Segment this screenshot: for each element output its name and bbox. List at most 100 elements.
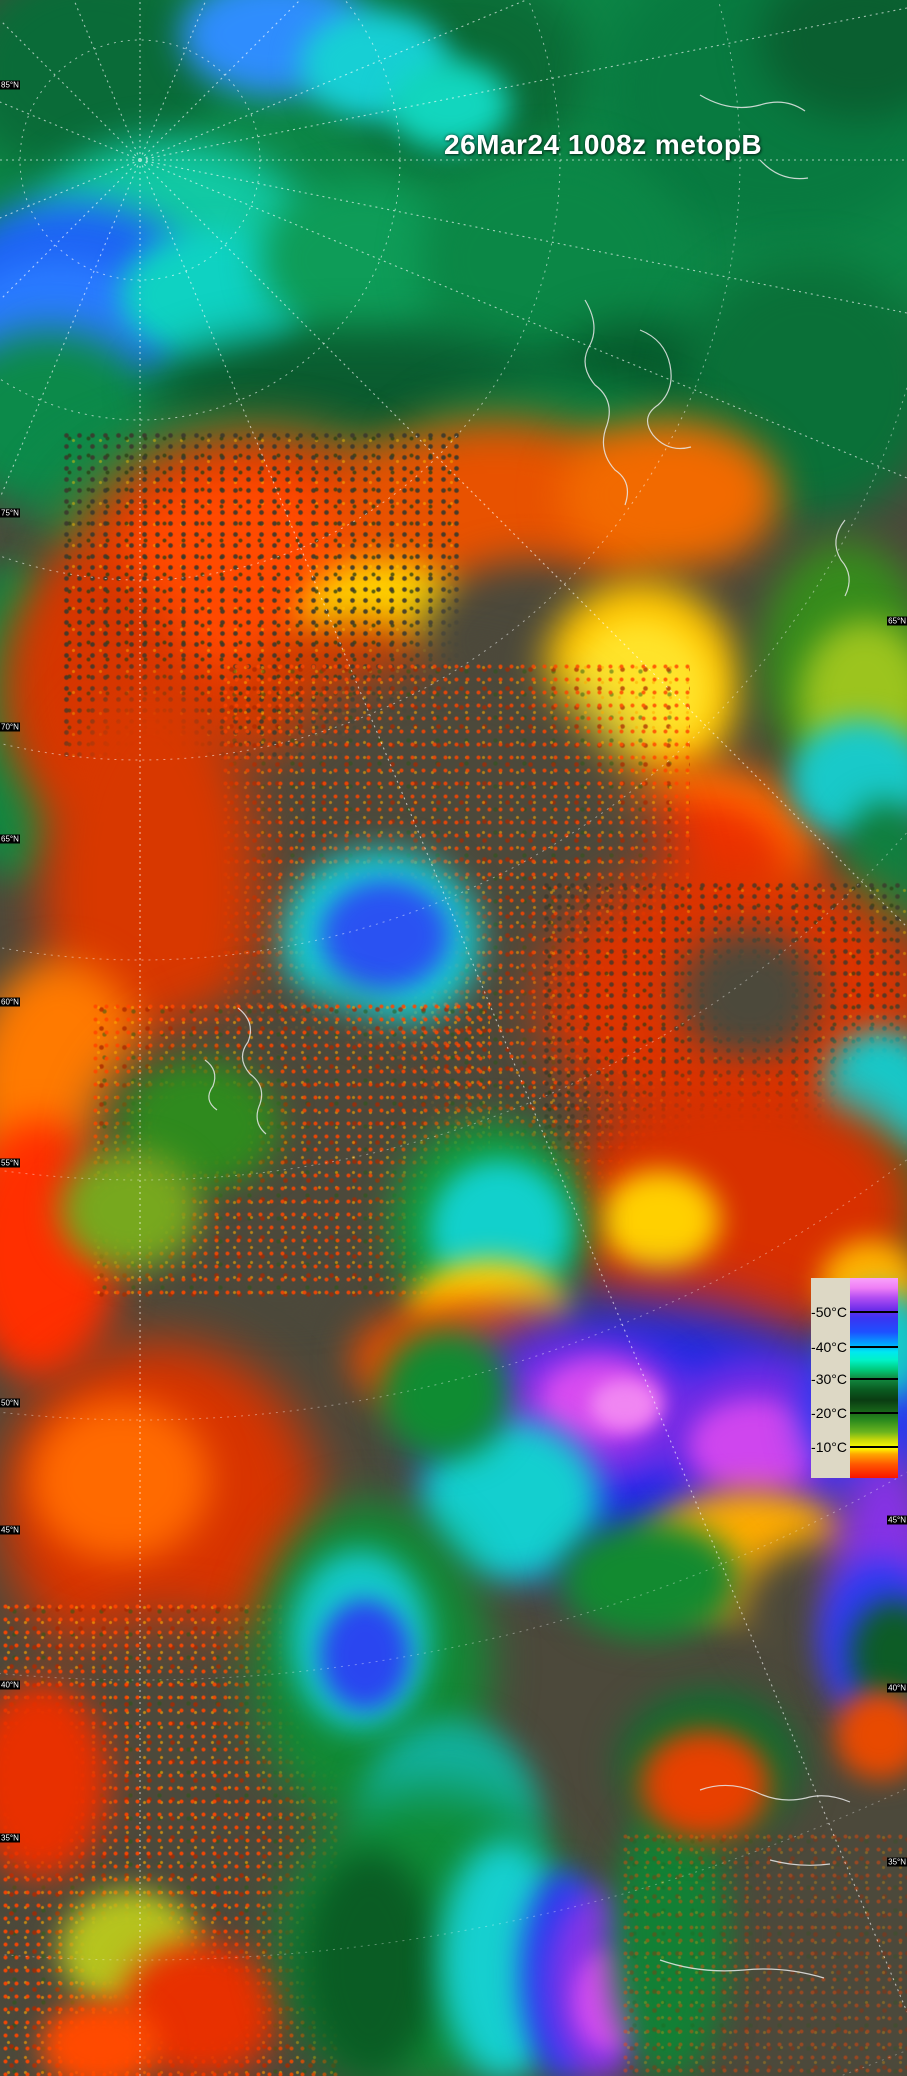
ir-cloud-region: [0, 1680, 110, 1880]
legend-tick: [850, 1311, 898, 1313]
ir-cloud-region: [820, 1560, 907, 1720]
ir-cloud-region: [610, 1800, 730, 2076]
ir-cloud-region: [0, 1620, 340, 2076]
ir-cloud-region: [350, 1300, 590, 1420]
ir-cloud-region: [420, 1420, 600, 1580]
ir-cloud-region: [640, 1490, 860, 1620]
ir-cloud-region: [640, 1730, 770, 1840]
ir-cloud-region: [590, 1380, 660, 1430]
ir-cloud-region: [120, 1940, 280, 2076]
ir-cloud-region: [520, 320, 760, 540]
ir-cloud-region: [260, 180, 460, 340]
ir-speckle-texture: [0, 1600, 340, 2076]
ir-cloud-region: [320, 1600, 410, 1710]
ir-cloud-region: [150, 330, 570, 450]
ir-cloud-region: [575, 1950, 645, 2050]
image-title: 26Mar24 1008z metopB: [444, 129, 763, 160]
ir-cloud-region: [760, 0, 907, 120]
ir-cloud-region: [0, 0, 907, 480]
ir-cloud-region: [430, 1300, 860, 1580]
ir-cloud-region: [820, 1030, 907, 1170]
ir-cloud-region: [560, 420, 780, 570]
graticule-label: 35°N: [0, 1833, 20, 1843]
ir-cloud-region: [600, 0, 907, 240]
coastlines: [204, 94, 851, 1979]
graticule-label: 65°N: [887, 616, 907, 626]
ir-cloud-region: [220, 660, 680, 1220]
ir-cloud-region: [420, 560, 640, 720]
ir-cloud-region: [0, 0, 220, 180]
legend-label: -10°C: [811, 1439, 847, 1455]
ir-cloud-region: [560, 760, 820, 940]
ir-cloud-region: [40, 420, 420, 600]
ir-cloud-region: [680, 260, 907, 520]
ir-cloud-region: [120, 470, 380, 670]
ir-cloud-region: [840, 800, 907, 940]
legend-tick: [850, 1446, 898, 1448]
ir-cloud-region: [0, 200, 200, 390]
ir-cloud-region: [280, 850, 480, 1030]
graticule-label: 60°N: [0, 997, 20, 1007]
ir-cloud-region: [600, 1170, 720, 1270]
ir-cloud-region: [390, 1120, 590, 1330]
graticule-label: 55°N: [0, 1158, 20, 1168]
ir-cloud-region: [0, 1340, 320, 1680]
ir-cloud-region: [300, 10, 450, 120]
legend-tick: [850, 1412, 898, 1414]
ir-cloud-region: [250, 1500, 490, 1830]
legend-label: -40°C: [811, 1339, 847, 1355]
ir-cloud-region: [520, 1870, 610, 2076]
ir-cloud-region: [680, 930, 820, 1060]
legend-label: -50°C: [811, 1304, 847, 1320]
ir-cloud-region: [420, 150, 680, 370]
ir-cloud-region: [60, 1150, 200, 1270]
ir-cloud-region: [550, 1890, 650, 2076]
ir-cloud-region: [20, 140, 320, 370]
ir-cloud-region: [490, 1340, 690, 1480]
ir-cloud-region: [440, 1840, 570, 2076]
ir-cloud-region: [690, 1400, 820, 1490]
ir-cloud-region: [360, 1720, 540, 1920]
ir-cloud-region: [600, 800, 780, 920]
ir-speckle-texture: [620, 1830, 907, 2076]
graticule-label: 45°N: [0, 1525, 20, 1535]
ir-speckle-texture: [220, 660, 690, 1220]
legend-gradient: [850, 1278, 898, 1478]
graticule-label: 50°N: [0, 1398, 20, 1408]
legend-label-panel: -50°C -40°C -30°C -20°C -10°C: [811, 1278, 850, 1478]
graticule-label: 40°N: [0, 1680, 20, 1690]
ir-cloud-region: [760, 1130, 907, 1280]
graticule-label: 45°N: [887, 1515, 907, 1525]
ir-cloud-region: [0, 560, 80, 880]
ir-cloud-region: [620, 1690, 800, 1840]
ir-cloud-region: [540, 580, 740, 790]
ir-cloud-region: [760, 540, 907, 780]
ir-cloud-region: [40, 680, 260, 1100]
ir-cloud-region: [560, 1520, 740, 1640]
ir-cloud-region: [0, 330, 160, 510]
ir-cloud-region: [430, 1160, 570, 1300]
ir-cloud-region: [300, 1850, 440, 2076]
ir-cloud-region: [740, 1540, 907, 1680]
ir-cloud-region: [410, 1260, 570, 1360]
ir-cloud-region: [320, 880, 450, 990]
ir-speckle-texture: [60, 430, 460, 760]
ir-cloud-region: [330, 420, 660, 610]
legend-tick: [850, 1378, 898, 1380]
ir-cloud-region: [800, 620, 907, 780]
graticule-label: 75°N: [0, 508, 20, 518]
ir-cloud-region: [180, 0, 370, 95]
graticule-label: 85°N: [0, 80, 20, 90]
ir-cloud-region: [540, 1360, 660, 1440]
ir-cloud-region: [380, 1330, 510, 1460]
legend-label: -20°C: [811, 1405, 847, 1421]
ir-speckle-texture: [540, 880, 907, 1160]
ir-cloud-region: [30, 1400, 210, 1560]
graticule-label: 70°N: [0, 722, 20, 732]
graticule-label: 40°N: [887, 1683, 907, 1693]
ir-cloud-region: [280, 1790, 580, 2076]
